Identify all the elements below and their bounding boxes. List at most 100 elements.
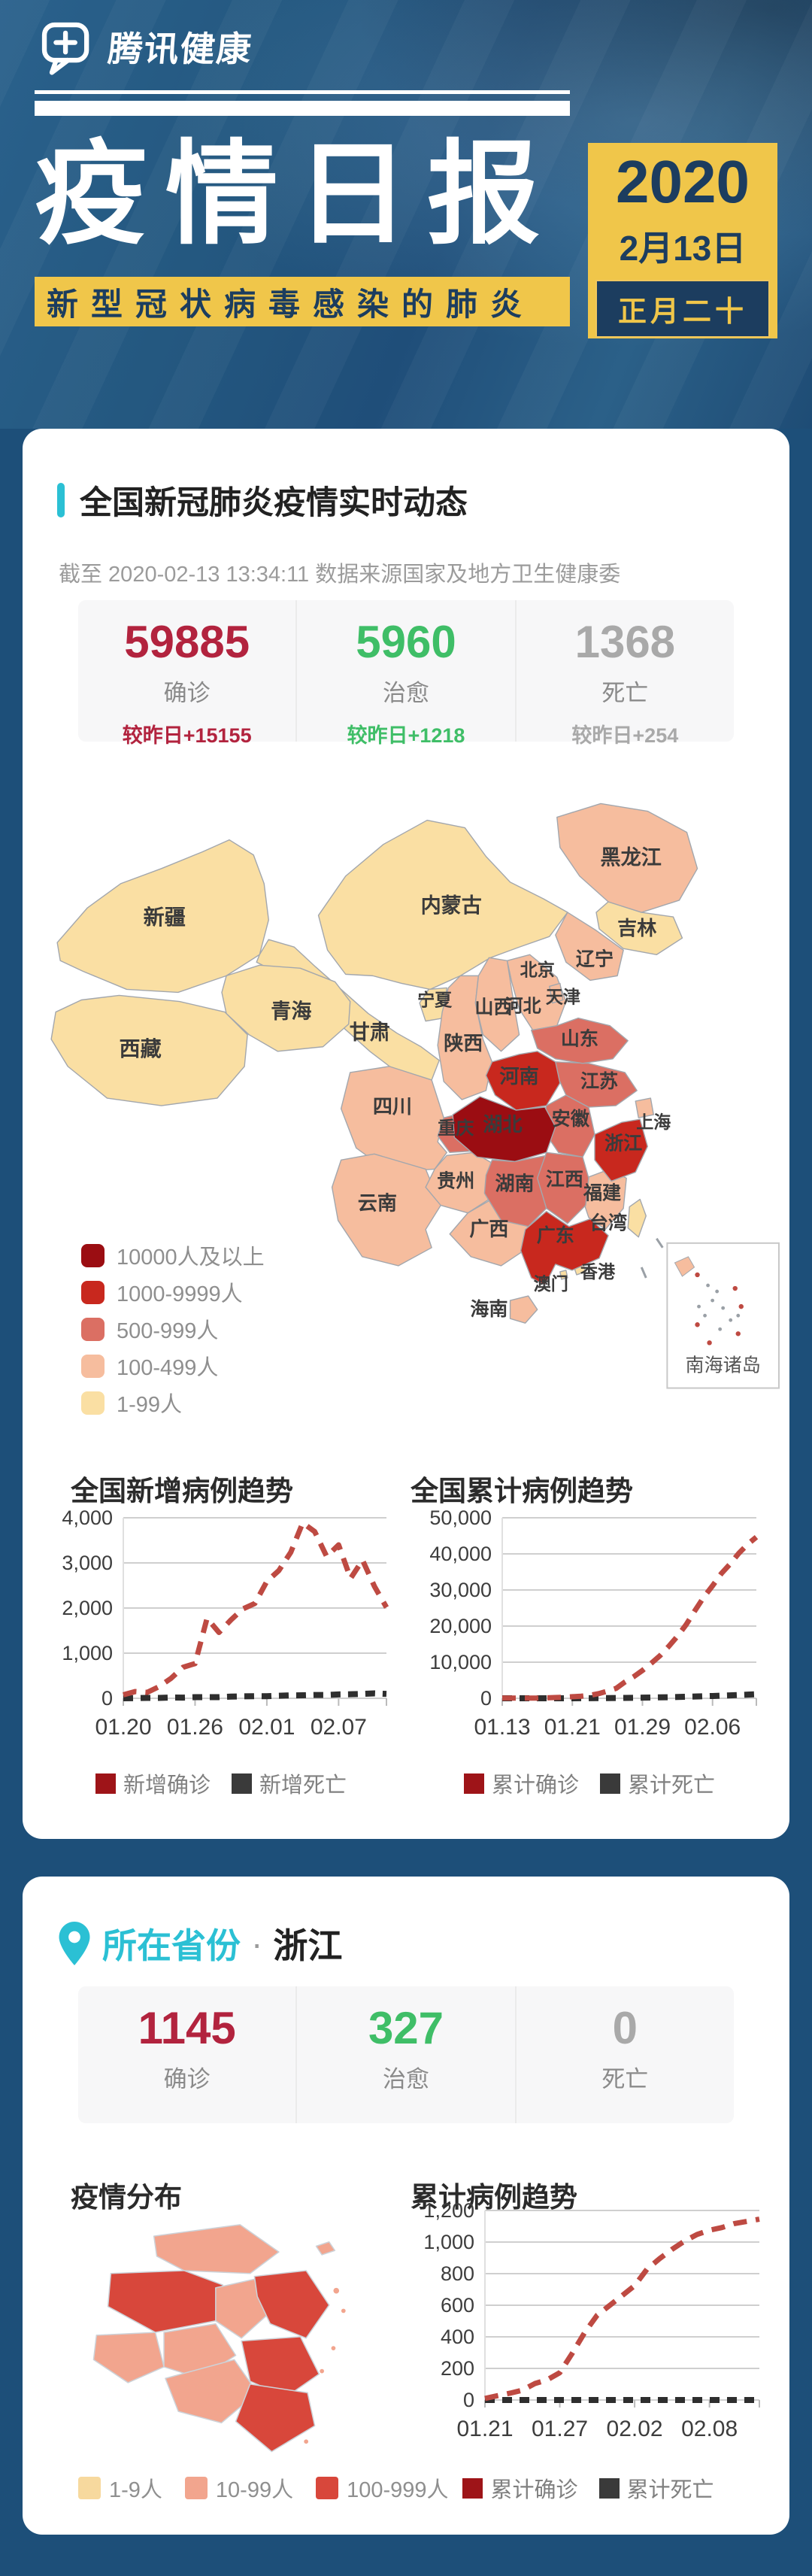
- national-section-header: 全国新冠肺炎疫情实时动态: [57, 477, 468, 523]
- new-cases-chart-title: 全国新增病例趋势: [71, 1476, 293, 1506]
- section-title: 全国新冠肺炎疫情实时动态: [80, 485, 468, 521]
- page-title: 疫情日报: [35, 131, 559, 257]
- svg-text:4,000: 4,000: [62, 1506, 113, 1529]
- title-block: 疫情日报 新型冠状病毒感染的肺炎: [35, 90, 570, 326]
- svg-text:广西: 广西: [469, 1218, 508, 1240]
- svg-text:青海: 青海: [271, 1000, 311, 1023]
- confirmed-label: 确诊: [163, 680, 211, 706]
- new-cases-chart-legend: 新增确诊 新增死亡: [44, 1767, 398, 1799]
- svg-text:200: 200: [441, 2357, 474, 2380]
- svg-text:宁夏: 宁夏: [417, 991, 453, 1010]
- top-banner: 腾讯健康 疫情日报 新型冠状病毒感染的肺炎 2020 2月13日 正月二十: [0, 0, 812, 429]
- svg-text:30,000: 30,000: [429, 1579, 492, 1601]
- svg-text:福建: 福建: [583, 1183, 621, 1204]
- cumulative-chart-title: 全国累计病例趋势: [411, 1476, 633, 1506]
- zhejiang-choropleth-map: [69, 2204, 356, 2463]
- svg-text:01.20: 01.20: [95, 1715, 151, 1740]
- svg-text:01.26: 01.26: [167, 1715, 223, 1740]
- stat-cured: 327 治愈: [295, 1986, 514, 2123]
- deaths-label: 死亡: [601, 680, 649, 706]
- svg-text:黑龙江: 黑龙江: [601, 845, 662, 869]
- svg-text:云南: 云南: [358, 1192, 397, 1215]
- province-prefix: 所在省份: [102, 1926, 241, 1965]
- svg-text:800: 800: [441, 2262, 474, 2285]
- new-cases-chart: 0 1,000 2,000 3,000 4,000 01.20 01.26 02.01 02.0…: [44, 1504, 398, 1754]
- confirmed-label: 确诊: [163, 2066, 211, 2092]
- date-month-day: 2月13日: [619, 229, 747, 268]
- svg-text:2,000: 2,000: [62, 1597, 113, 1619]
- svg-text:江苏: 江苏: [580, 1071, 618, 1092]
- cumulative-chart: 0 10,000 20,000 30,000 40,000 50,000 01.13 01.2…: [412, 1504, 767, 1754]
- svg-text:0: 0: [480, 1687, 492, 1710]
- svg-text:香港: 香港: [580, 1262, 616, 1282]
- svg-text:西藏: 西藏: [119, 1037, 161, 1060]
- confirmed-value: 1145: [138, 2003, 236, 2053]
- confirmed-delta: 较昨日+15155: [122, 724, 252, 747]
- svg-text:山东: 山东: [561, 1028, 598, 1050]
- cured-label: 治愈: [382, 2066, 429, 2092]
- legend-swatch: [463, 1773, 484, 1794]
- svg-text:北京: 北京: [520, 960, 555, 979]
- legend-swatch: [316, 2477, 339, 2499]
- svg-text:陕西: 陕西: [444, 1032, 483, 1054]
- distribution-title: 疫情分布: [71, 2182, 182, 2213]
- deaths-label: 死亡: [601, 2066, 649, 2092]
- svg-text:四川: 四川: [373, 1095, 412, 1118]
- stat-cured: 5960 治愈 较昨日+1218: [295, 600, 514, 747]
- svg-text:湖南: 湖南: [495, 1173, 534, 1195]
- stat-confirmed: 59885 确诊 较昨日+15155: [78, 600, 295, 748]
- svg-text:50,000: 50,000: [429, 1506, 492, 1529]
- svg-text:广东: 广东: [537, 1224, 574, 1246]
- svg-text:1,200: 1,200: [423, 2199, 474, 2222]
- svg-text:台湾: 台湾: [589, 1212, 627, 1234]
- svg-text:01.29: 01.29: [614, 1715, 671, 1740]
- confirmed-value: 59885: [124, 617, 250, 667]
- svg-text:40,000: 40,000: [429, 1543, 492, 1565]
- svg-text:600: 600: [441, 2294, 474, 2317]
- legend-swatch: [232, 1773, 252, 1794]
- svg-text:山西: 山西: [474, 997, 512, 1018]
- legend-item: 500-999人: [81, 1313, 265, 1345]
- map-legend: 10000人及以上 1000-9999人 500-999人 100-499人 1…: [81, 1239, 265, 1424]
- deaths-value: 1368: [574, 617, 676, 667]
- stat-deaths: 1368 死亡 较昨日+254: [514, 600, 734, 747]
- legend-swatch: [598, 2477, 620, 2499]
- province-selector[interactable]: 所在省份 · 浙江: [59, 1919, 342, 1968]
- decorative-line-thin: [35, 90, 570, 94]
- svg-text:重庆: 重庆: [438, 1118, 474, 1139]
- svg-text:吉林: 吉林: [617, 917, 657, 939]
- separator-dot: ·: [251, 1924, 263, 1963]
- svg-text:0: 0: [102, 1687, 113, 1710]
- section-accent-bar: [57, 483, 65, 517]
- date-year: 2020: [616, 148, 750, 215]
- legend-item: 10000人及以上: [81, 1239, 265, 1271]
- svg-text:新疆: 新疆: [144, 906, 186, 929]
- svg-text:内蒙古: 内蒙古: [421, 894, 482, 917]
- svg-text:3,000: 3,000: [62, 1552, 113, 1574]
- legend-swatch: [81, 1280, 105, 1304]
- date-badge: 2020 2月13日 正月二十: [588, 143, 777, 338]
- svg-text:浙江: 浙江: [604, 1133, 642, 1154]
- lunar-date-box: 正月二十: [595, 280, 770, 338]
- svg-text:20,000: 20,000: [429, 1615, 492, 1637]
- svg-text:02.02: 02.02: [607, 2417, 663, 2441]
- svg-text:天津: 天津: [546, 988, 580, 1007]
- deaths-delta: 较昨日+254: [571, 724, 679, 747]
- svg-text:10,000: 10,000: [429, 1651, 492, 1673]
- data-update-note: 截至 2020-02-13 13:34:11 数据来源国家及地方卫生健康委: [59, 563, 621, 587]
- province-trend-title: 累计病例趋势: [411, 2182, 577, 2213]
- legend-swatch: [600, 1773, 620, 1794]
- svg-text:0: 0: [463, 2389, 474, 2411]
- svg-text:河南: 河南: [500, 1065, 539, 1088]
- tencent-health-logo: 腾讯健康: [38, 18, 254, 75]
- svg-text:01.27: 01.27: [532, 2417, 588, 2441]
- svg-text:上海: 上海: [636, 1112, 671, 1132]
- legend-swatch: [78, 2477, 101, 2499]
- legend-item: 100-499人: [81, 1350, 265, 1382]
- svg-text:02.08: 02.08: [681, 2417, 738, 2441]
- province-stats-panel: 1145 确诊 327 治愈 0 死亡: [78, 1986, 734, 2123]
- deaths-value: 0: [612, 2003, 638, 2053]
- legend-item: 1-99人: [81, 1387, 265, 1418]
- cumulative-chart-legend: 累计确诊 累计死亡: [412, 1767, 767, 1799]
- svg-text:02.01: 02.01: [238, 1715, 295, 1740]
